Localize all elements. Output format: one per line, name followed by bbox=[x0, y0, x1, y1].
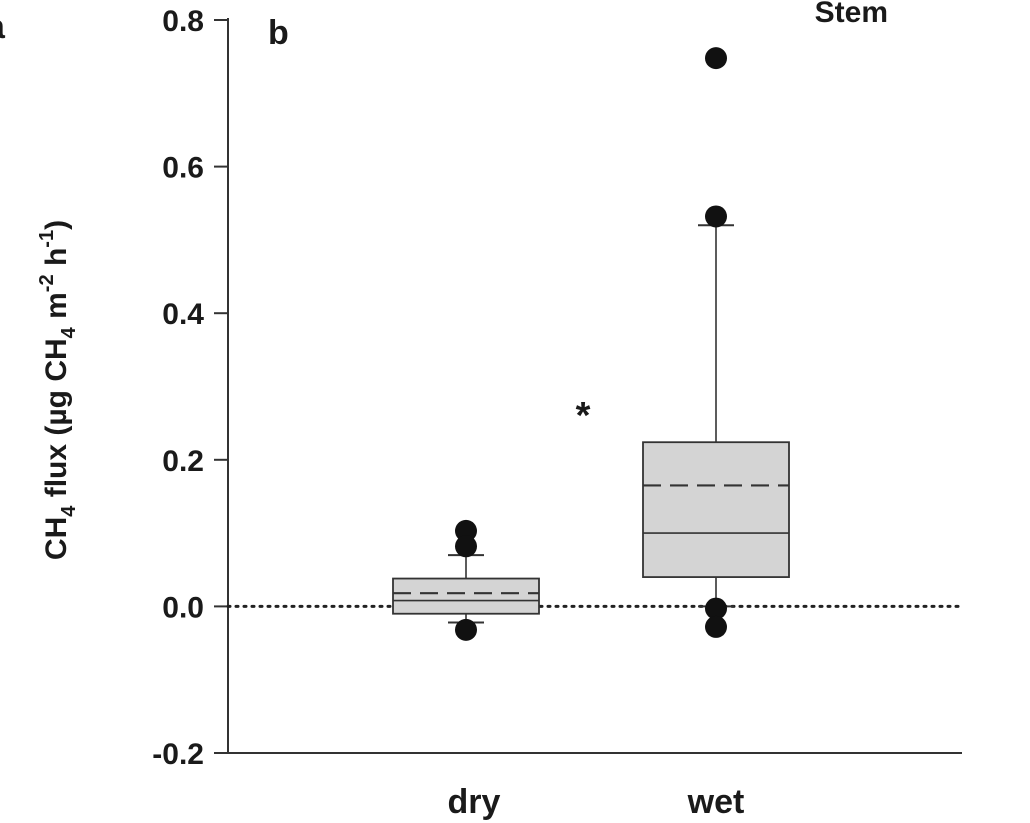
y-tick-label: 0.2 bbox=[162, 445, 204, 478]
y-tick-label: 0.0 bbox=[162, 591, 204, 624]
outlier-point bbox=[455, 618, 477, 641]
plot-area: -0.2 0.0 0.2 0.4 0.6 0.8 dry wet bbox=[152, 5, 964, 821]
chart-title: Stem bbox=[815, 0, 888, 29]
outlier-point bbox=[455, 535, 477, 558]
panel-letter-left: a bbox=[0, 8, 6, 46]
box-body bbox=[642, 441, 790, 578]
x-category-label: wet bbox=[687, 783, 745, 821]
y-tick-label: -0.2 bbox=[152, 738, 204, 771]
panel-letter: b bbox=[268, 14, 289, 52]
y-axis-label: CH4 flux (µg CH4 m-2 h-1) bbox=[36, 220, 80, 560]
y-tick-label: 0.6 bbox=[162, 152, 204, 185]
y-tick-label: 0.8 bbox=[162, 5, 204, 38]
outlier-point bbox=[705, 205, 727, 228]
x-category-label: dry bbox=[448, 783, 501, 821]
box-wet bbox=[642, 47, 790, 638]
outlier-point bbox=[455, 519, 477, 542]
box-dry bbox=[392, 519, 540, 641]
outlier-point bbox=[705, 47, 727, 70]
box-body bbox=[392, 577, 540, 615]
significance-marker: * bbox=[576, 395, 591, 437]
outlier-point bbox=[705, 597, 727, 620]
outlier-point bbox=[705, 615, 727, 638]
y-tick-label: 0.4 bbox=[162, 298, 204, 331]
